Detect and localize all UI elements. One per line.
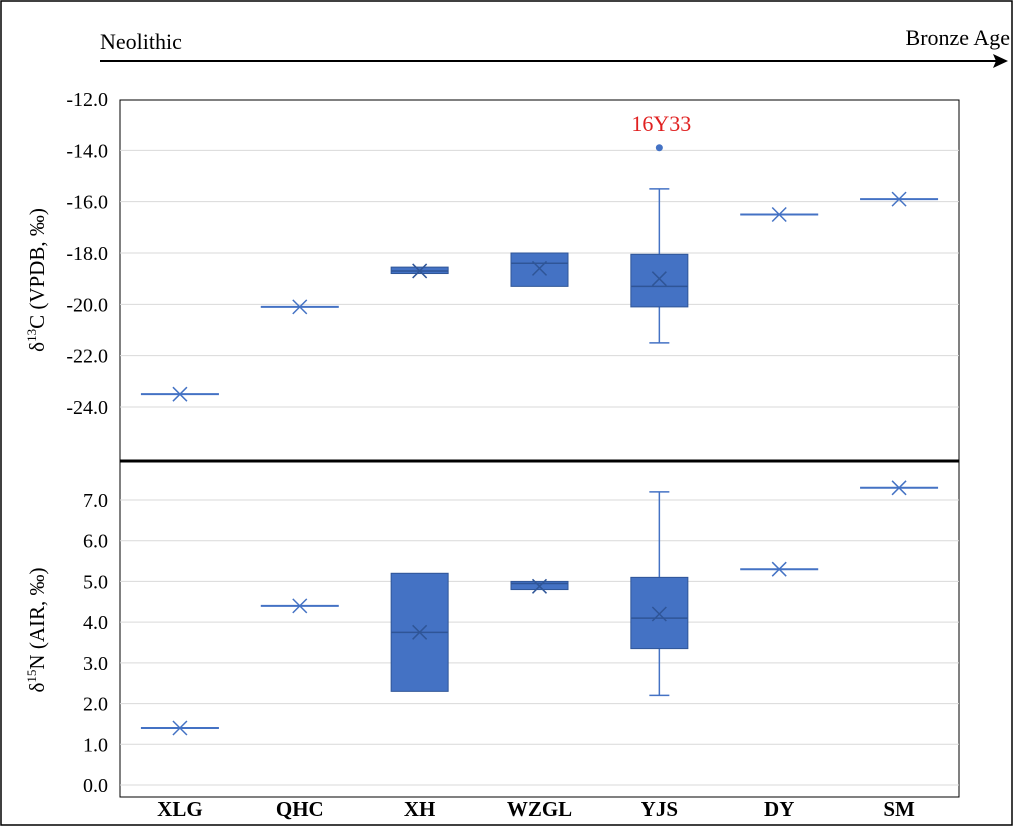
box-carbon-yjs (630, 188, 689, 344)
y-axis-title-carbon: δ13C (VPDB, ‰) (24, 208, 49, 352)
mean-marker (651, 606, 667, 622)
x-tick-label: XH (404, 797, 436, 821)
outlier-label: 16Y33 (631, 111, 691, 136)
mean-marker (412, 624, 428, 640)
box-body (510, 252, 569, 287)
y-tick-label-carbon: -24.0 (66, 397, 108, 419)
box-nitrogen-xh (390, 572, 449, 692)
mean-marker (531, 260, 548, 276)
box-nitrogen-wzgl (510, 578, 569, 594)
box-nitrogen-yjs (630, 491, 689, 697)
x-tick-label: DY (764, 797, 794, 821)
x-tick-label: XLG (157, 797, 203, 821)
mean-marker (292, 299, 308, 315)
box-carbon-xlg (140, 386, 219, 402)
mean-marker (771, 206, 787, 223)
y-tick-label-nitrogen: 1.0 (83, 734, 108, 756)
mean-marker (531, 578, 548, 594)
box-carbon-wzgl (510, 252, 569, 287)
y-tick-label-nitrogen: 0.0 (83, 775, 108, 797)
mean-marker (891, 191, 907, 207)
y-tick-label-carbon: -12.0 (66, 89, 108, 111)
timeline-start-label: Neolithic (100, 29, 182, 54)
box-carbon-qhc (260, 299, 339, 315)
x-tick-label: WZGL (507, 797, 572, 821)
timeline-end-label: Bronze Age (906, 25, 1010, 50)
grid-layer (120, 149, 959, 786)
marks-layer (140, 144, 939, 736)
y-tick-label-carbon: -18.0 (66, 243, 108, 265)
y-tick-label-carbon: -16.0 (66, 192, 108, 214)
y-tick-label-carbon: -14.0 (66, 140, 108, 162)
y-tick-label-nitrogen: 3.0 (83, 653, 108, 675)
labels-layer: -24.0 -22.0 -20.0 -18.0 -16.0 -14.0 -12.0 16Y33… (66, 89, 915, 821)
x-tick-label: YJS (641, 797, 678, 821)
y-tick-label-nitrogen: 7.0 (83, 490, 108, 512)
mean-marker (771, 561, 787, 577)
mean-marker (292, 598, 308, 614)
box-nitrogen-qhc (260, 598, 339, 614)
x-tick-label: SM (883, 797, 915, 821)
box-carbon-xh (390, 263, 449, 279)
y-tick-label-carbon: -22.0 (66, 346, 108, 368)
box-nitrogen-dy (740, 561, 819, 577)
box-nitrogen-xlg (140, 720, 219, 736)
mean-marker (412, 263, 428, 279)
x-tick-label: QHC (276, 797, 324, 821)
mean-marker (651, 271, 667, 287)
y-tick-label-carbon: -20.0 (66, 294, 108, 316)
y-tick-label-nitrogen: 5.0 (83, 571, 108, 593)
box-carbon-sm (860, 191, 939, 207)
mean-marker (172, 720, 188, 736)
y-tick-label-nitrogen: 2.0 (83, 694, 108, 716)
mean-marker (172, 386, 188, 402)
timeline-arrow-head-icon (993, 54, 1008, 68)
box-carbon-dy (740, 206, 819, 223)
mean-marker (891, 480, 907, 496)
y-axis-title-nitrogen: δ15N (AIR, ‰) (24, 568, 49, 693)
box-nitrogen-sm (860, 480, 939, 496)
timeline: Neolithic Bronze Age (100, 25, 1010, 68)
y-tick-label-nitrogen: 4.0 (83, 612, 108, 634)
plot-area-frame (119, 99, 960, 798)
y-tick-label-nitrogen: 6.0 (83, 531, 108, 553)
outlier-point (655, 144, 663, 152)
box-body (630, 253, 689, 308)
